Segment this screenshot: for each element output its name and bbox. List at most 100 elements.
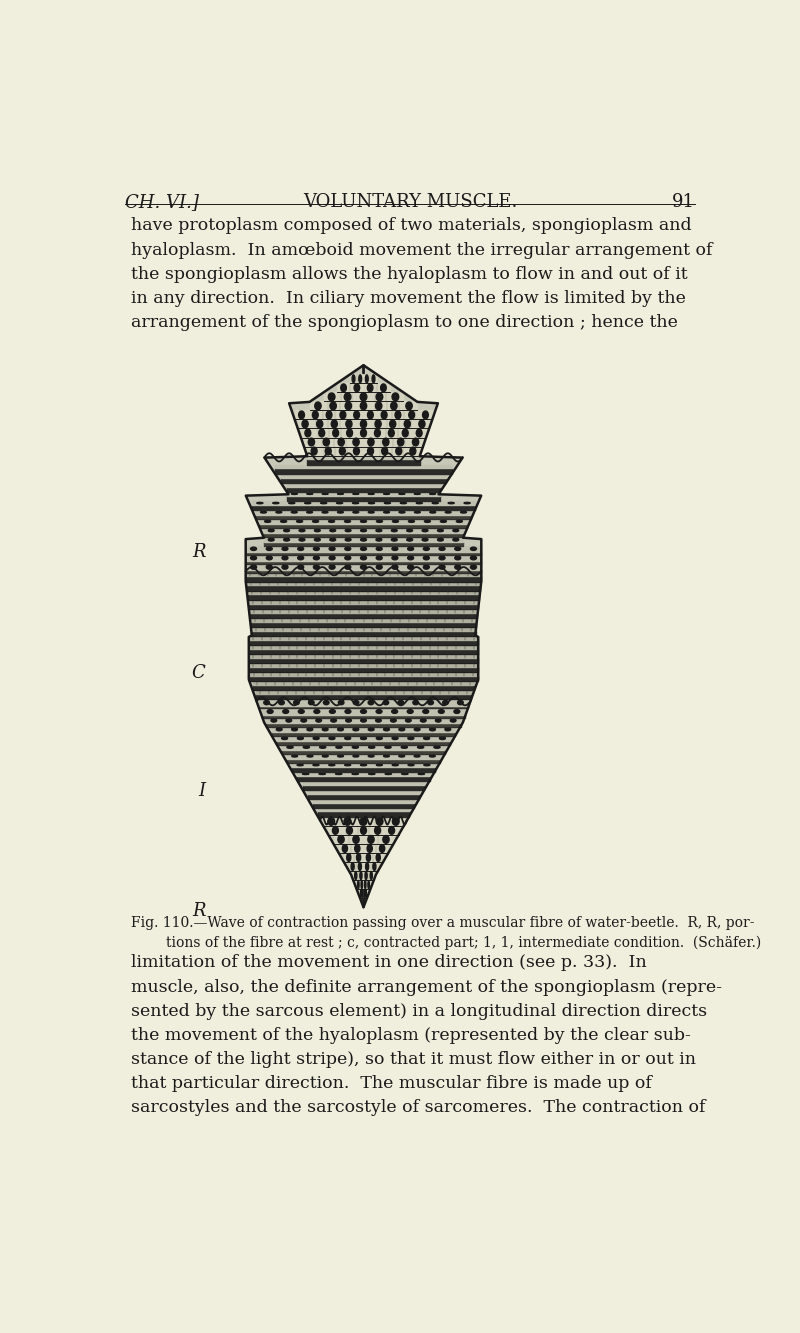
Ellipse shape — [416, 503, 422, 504]
Ellipse shape — [376, 764, 382, 765]
Bar — [246, 561, 482, 564]
Ellipse shape — [461, 512, 466, 513]
Bar — [246, 547, 482, 552]
Ellipse shape — [358, 881, 359, 889]
Bar — [323, 817, 404, 826]
Ellipse shape — [361, 547, 366, 551]
Ellipse shape — [305, 503, 310, 504]
Ellipse shape — [301, 718, 306, 722]
Ellipse shape — [361, 565, 366, 569]
Ellipse shape — [276, 512, 282, 513]
Ellipse shape — [298, 411, 305, 419]
Bar — [286, 496, 440, 501]
Bar — [286, 487, 440, 492]
Ellipse shape — [438, 529, 443, 532]
Ellipse shape — [360, 872, 362, 880]
Ellipse shape — [392, 737, 398, 740]
Ellipse shape — [374, 826, 381, 834]
Ellipse shape — [416, 429, 422, 437]
Bar — [275, 468, 452, 473]
Ellipse shape — [361, 718, 366, 722]
Ellipse shape — [297, 764, 303, 765]
Bar — [248, 595, 479, 600]
Bar — [256, 515, 471, 519]
Ellipse shape — [439, 556, 445, 560]
Ellipse shape — [402, 429, 408, 437]
Ellipse shape — [361, 529, 366, 532]
Ellipse shape — [422, 709, 429, 713]
Ellipse shape — [338, 439, 344, 447]
Ellipse shape — [322, 512, 328, 513]
Ellipse shape — [368, 756, 374, 757]
Ellipse shape — [265, 520, 270, 523]
Ellipse shape — [409, 411, 414, 419]
Ellipse shape — [345, 737, 350, 740]
Ellipse shape — [266, 547, 272, 551]
Ellipse shape — [361, 709, 366, 713]
Ellipse shape — [326, 411, 332, 419]
Ellipse shape — [422, 539, 428, 541]
Ellipse shape — [330, 403, 336, 409]
Ellipse shape — [278, 700, 284, 705]
Bar — [304, 437, 423, 447]
Ellipse shape — [250, 565, 257, 569]
Ellipse shape — [292, 756, 298, 757]
Bar — [287, 758, 440, 762]
Bar — [259, 705, 468, 708]
Ellipse shape — [365, 872, 367, 880]
Ellipse shape — [423, 547, 430, 551]
Bar — [281, 477, 446, 483]
Ellipse shape — [358, 862, 362, 870]
Bar — [249, 649, 478, 655]
Bar — [271, 726, 455, 732]
Ellipse shape — [311, 447, 317, 455]
Ellipse shape — [313, 764, 319, 765]
Ellipse shape — [430, 756, 435, 757]
Ellipse shape — [361, 520, 366, 523]
Ellipse shape — [399, 728, 405, 730]
Ellipse shape — [375, 420, 381, 428]
Bar — [294, 411, 432, 420]
Ellipse shape — [430, 512, 436, 513]
Bar — [256, 694, 471, 700]
Ellipse shape — [384, 512, 390, 513]
Bar — [246, 573, 482, 576]
Bar — [287, 753, 440, 758]
Ellipse shape — [329, 565, 335, 569]
Ellipse shape — [419, 420, 425, 428]
Bar — [298, 776, 430, 781]
Bar — [250, 672, 478, 676]
Ellipse shape — [333, 429, 338, 437]
Ellipse shape — [338, 728, 343, 730]
Ellipse shape — [306, 512, 313, 513]
Ellipse shape — [298, 565, 304, 569]
Ellipse shape — [410, 447, 416, 455]
Ellipse shape — [345, 709, 351, 713]
Bar — [334, 834, 394, 844]
Ellipse shape — [330, 529, 336, 532]
Bar — [246, 552, 482, 555]
Ellipse shape — [282, 556, 288, 560]
Ellipse shape — [354, 700, 359, 705]
Ellipse shape — [316, 718, 322, 722]
Ellipse shape — [402, 746, 407, 748]
Ellipse shape — [314, 556, 319, 560]
Bar — [307, 447, 420, 456]
Ellipse shape — [418, 746, 424, 748]
Bar — [250, 676, 478, 681]
Bar — [249, 655, 478, 657]
Ellipse shape — [389, 826, 394, 834]
Ellipse shape — [299, 529, 305, 532]
Ellipse shape — [366, 853, 370, 861]
Ellipse shape — [453, 529, 458, 532]
Ellipse shape — [297, 520, 302, 523]
Bar — [249, 600, 478, 604]
Ellipse shape — [298, 709, 304, 713]
Ellipse shape — [454, 565, 461, 569]
Ellipse shape — [407, 709, 413, 713]
Ellipse shape — [344, 393, 351, 401]
Ellipse shape — [281, 520, 286, 523]
Ellipse shape — [366, 375, 368, 383]
Bar — [256, 690, 471, 694]
Ellipse shape — [377, 520, 382, 523]
